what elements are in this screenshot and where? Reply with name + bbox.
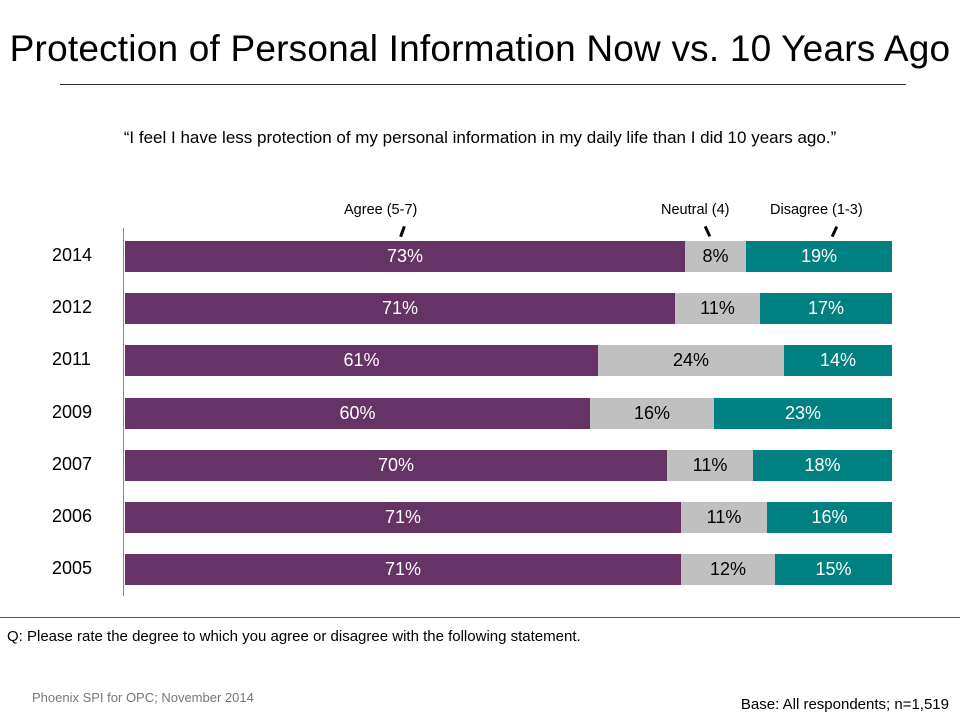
source-note: Phoenix SPI for OPC; November 2014 bbox=[32, 690, 254, 705]
data-label: 8% bbox=[702, 246, 729, 266]
data-label: 23% bbox=[784, 402, 822, 423]
agree-bar: 73% bbox=[125, 241, 685, 272]
data-label: 18% bbox=[804, 454, 841, 475]
chart-subtitle: “I feel I have less protection of my per… bbox=[123, 128, 837, 147]
agree-bar: 60% bbox=[125, 397, 590, 429]
data-label: 73% bbox=[386, 246, 424, 266]
agree-bar: 71% bbox=[125, 502, 681, 533]
footer-divider bbox=[0, 617, 960, 618]
neutral-bar: 11% bbox=[681, 502, 767, 533]
legend-item-disagree: Disagree (1-3) bbox=[770, 202, 863, 218]
agree-bar: 71% bbox=[125, 554, 681, 586]
data-label: 15% bbox=[815, 559, 852, 580]
data-label: 60% bbox=[339, 402, 376, 423]
data-label: 11% bbox=[692, 454, 728, 475]
agree-bar: 71% bbox=[125, 293, 675, 325]
disagree-bar: 14% bbox=[784, 345, 892, 377]
data-label: 70% bbox=[377, 454, 415, 475]
data-label: 14% bbox=[819, 350, 857, 371]
data-label: 17% bbox=[807, 298, 845, 319]
data-label: 71% bbox=[384, 559, 422, 580]
disagree-bar: 16% bbox=[767, 502, 892, 533]
data-label: 16% bbox=[811, 507, 848, 527]
neutral-bar: 11% bbox=[675, 293, 760, 325]
neutral-bar: 8% bbox=[685, 241, 746, 272]
neutral-bar: 12% bbox=[681, 554, 775, 586]
survey-question: Q: Please rate the degree to which you a… bbox=[7, 628, 581, 645]
year-label: 2005 bbox=[52, 558, 93, 579]
data-label: 11% bbox=[700, 298, 735, 319]
data-label: 71% bbox=[381, 298, 419, 319]
category-axis bbox=[123, 228, 124, 596]
neutral-bar: 11% bbox=[667, 449, 753, 481]
agree-bar: 70% bbox=[125, 449, 667, 481]
data-label: 19% bbox=[800, 246, 838, 266]
data-label: 24% bbox=[672, 350, 710, 371]
neutral-bar: 24% bbox=[598, 345, 784, 377]
disagree-bar: 15% bbox=[775, 554, 892, 586]
data-label: 61% bbox=[343, 350, 380, 371]
year-label: 2007 bbox=[52, 453, 93, 474]
disagree-bar: 18% bbox=[753, 449, 892, 481]
legend-pointer bbox=[399, 225, 406, 238]
year-label: 2012 bbox=[52, 297, 93, 318]
title-divider bbox=[60, 84, 906, 85]
legend-item-agree: Agree (5-7) bbox=[344, 202, 418, 218]
legend-item-neutral: Neutral (4) bbox=[661, 202, 730, 218]
year-label: 2011 bbox=[52, 349, 91, 370]
disagree-bar: 19% bbox=[746, 241, 892, 272]
data-label: 71% bbox=[384, 507, 422, 527]
legend-pointer bbox=[703, 225, 711, 238]
data-label: 16% bbox=[633, 402, 671, 423]
year-label: 2006 bbox=[52, 506, 93, 526]
year-label: 2014 bbox=[52, 245, 93, 265]
chart-title: Protection of Personal Information Now v… bbox=[9, 28, 951, 69]
agree-bar: 61% bbox=[125, 345, 598, 377]
legend-pointer bbox=[830, 225, 838, 238]
data-label: 11% bbox=[706, 507, 742, 527]
disagree-bar: 17% bbox=[760, 293, 892, 325]
disagree-bar: 23% bbox=[714, 397, 892, 429]
neutral-bar: 16% bbox=[590, 397, 714, 429]
base-note: Base: All respondents; n=1,519 bbox=[740, 696, 949, 713]
year-label: 2009 bbox=[52, 401, 93, 422]
data-label: 12% bbox=[709, 559, 747, 580]
